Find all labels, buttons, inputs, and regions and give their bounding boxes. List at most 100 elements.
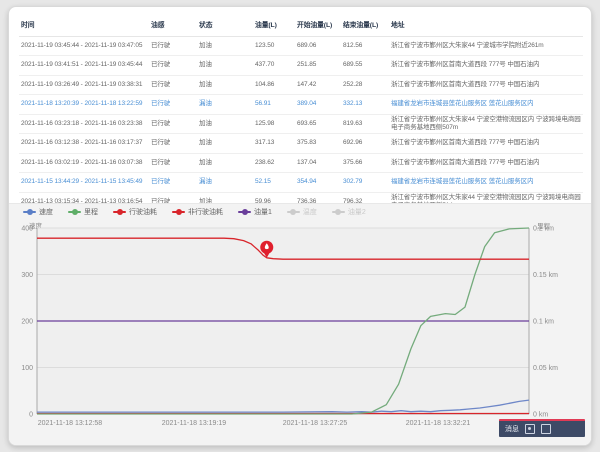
legend-item-油量2[interactable]: 油量2 — [331, 207, 366, 217]
end-cell: 689.55 — [343, 61, 363, 69]
legend-marker-icon — [68, 209, 81, 216]
fuel-cell: 59.96 — [255, 197, 271, 205]
sensor-cell: 已行驶 — [151, 119, 171, 127]
fuel-cell: 52.15 — [255, 178, 271, 186]
table-row[interactable]: 2021-11-16 03:12:38 - 2021-11-16 03:17:3… — [19, 134, 583, 154]
time-cell: 2021-11-19 03:45:44 - 2021-11-19 03:47:0… — [21, 41, 143, 49]
legend-marker-icon — [172, 209, 185, 216]
legend-label: 行驶油耗 — [129, 209, 157, 216]
start-cell: 689.06 — [297, 41, 317, 49]
status-cell: 加油 — [199, 197, 212, 205]
message-widget-label: 消息 — [505, 426, 519, 433]
right-axis-tick: 0.05 km — [533, 365, 558, 372]
legend-label: 里程 — [84, 209, 98, 216]
address-cell: 浙江省宁波市鄞州区首南大道西段 777号 中国石油内 — [391, 80, 540, 88]
status-cell: 加油 — [199, 61, 212, 69]
header-start: 开始油量(L) — [297, 22, 333, 30]
fuel-cell: 56.91 — [255, 100, 271, 108]
status-cell: 加油 — [199, 119, 212, 127]
sensor-cell: 已行驶 — [151, 61, 171, 69]
message-widget[interactable]: 消息 — [499, 419, 585, 437]
legend-label: 油量1 — [254, 209, 272, 216]
legend-item-油量1[interactable]: 油量1 — [238, 207, 272, 217]
fuel-cell: 317.13 — [255, 139, 275, 147]
x-axis-label: 2021-11-18 13:19:19 — [162, 420, 227, 427]
window-icon[interactable] — [541, 424, 551, 434]
fuel-cell: 125.98 — [255, 119, 275, 127]
table-row[interactable]: 2021-11-18 13:20:39 - 2021-11-18 13:22:5… — [19, 95, 583, 115]
droplet-icon — [264, 243, 269, 250]
status-cell: 加油 — [199, 80, 212, 88]
start-cell: 354.94 — [297, 178, 317, 186]
start-cell: 137.04 — [297, 158, 317, 166]
status-cell: 漏油 — [199, 100, 212, 108]
table-row[interactable]: 2021-11-19 03:45:44 - 2021-11-19 03:47:0… — [19, 37, 583, 56]
fuel-cell: 437.70 — [255, 61, 275, 69]
address-cell: 浙江省宁波市鄞州区首南大道西段 777号 中国石油内 — [391, 61, 540, 69]
time-cell: 2021-11-16 03:02:19 - 2021-11-16 03:07:3… — [21, 158, 143, 166]
address-cell: 浙江省宁波市鄞州区首南大道西段 777号 中国石油内 — [391, 158, 540, 166]
right-axis-tick: 0.2 km — [533, 226, 554, 233]
start-cell: 375.83 — [297, 139, 317, 147]
fuel-cell: 238.62 — [255, 158, 275, 166]
sensor-cell: 已行驶 — [151, 139, 171, 147]
start-cell: 389.04 — [297, 100, 317, 108]
series-line-速度[interactable] — [37, 399, 530, 413]
right-axis-tick: 0.15 km — [533, 272, 558, 279]
fuel-event-table: 时间 油感 状态 油量(L) 开始油量(L) 结束油量(L) 地址 2021-11-19 0… — [19, 17, 583, 212]
right-axis-title: 里程 — [537, 223, 550, 230]
sensor-cell: 已行驶 — [151, 100, 171, 108]
chart-legend: 速度 里程 行驶油耗 非行驶油耗 油量1 温度 油量2 — [23, 207, 366, 217]
status-cell: 漏油 — [199, 178, 212, 186]
time-cell: 2021-11-18 13:20:39 - 2021-11-18 13:22:5… — [21, 100, 143, 108]
start-cell: 147.42 — [297, 80, 317, 88]
series-line-行驶油耗[interactable] — [37, 237, 529, 260]
legend-label: 温度 — [302, 209, 317, 216]
sensor-cell: 已行驶 — [151, 197, 171, 205]
table-row[interactable]: 2021-11-16 03:02:19 - 2021-11-16 03:07:3… — [19, 154, 583, 173]
legend-item-非行驶油耗[interactable]: 非行驶油耗 — [172, 207, 223, 217]
legend-item-速度[interactable]: 速度 — [23, 207, 53, 217]
legend-label: 速度 — [39, 209, 53, 216]
start-cell: 736.36 — [297, 197, 317, 205]
table-row[interactable]: 2021-11-15 13:44:29 - 2021-11-15 13:45:4… — [19, 173, 583, 193]
legend-item-温度[interactable]: 温度 — [286, 207, 317, 217]
sensor-cell: 已行驶 — [151, 158, 171, 166]
right-axis-tick: 0 km — [533, 412, 548, 419]
left-axis-tick: 100 — [21, 365, 33, 372]
fuel-cell: 104.86 — [255, 80, 275, 88]
address-cell: 浙江省宁波市鄞州区首南大道西段 777号 中国石油内 — [391, 139, 540, 147]
end-cell: 332.13 — [343, 100, 363, 108]
address-cell: 福建省龙岩市连城县莲花山服务区 莲花山服务区内 — [391, 178, 534, 186]
address-cell: 福建省龙岩市连城县莲花山服务区 莲花山服务区内 — [391, 100, 534, 108]
left-axis-tick: 300 — [21, 272, 33, 279]
left-axis-tick: 0 — [29, 412, 33, 419]
table-header: 时间 油感 状态 油量(L) 开始油量(L) 结束油量(L) 地址 — [19, 17, 583, 37]
report-panel: 时间 油感 状态 油量(L) 开始油量(L) 结束油量(L) 地址 2021-11-19 0… — [8, 6, 592, 446]
legend-marker-icon — [113, 209, 126, 216]
legend-item-里程[interactable]: 里程 — [68, 207, 98, 217]
header-end: 结束油量(L) — [343, 22, 379, 30]
chart-svg[interactable]: 400 0.2 km 300 0.15 km 200 0.1 km 100 0.05 km 0 0… — [17, 213, 583, 441]
table-row[interactable]: 2021-11-19 03:41:51 - 2021-11-19 03:45:4… — [19, 56, 583, 76]
legend-marker-icon — [331, 209, 345, 216]
address-cell: 浙江省宁波市鄞州区大朱家44 宁波空港物流园区内 宁波跨境电商园电子商务基地西侧… — [391, 115, 581, 131]
end-cell: 692.96 — [343, 139, 363, 147]
status-cell: 加油 — [199, 139, 212, 147]
header-status: 状态 — [199, 22, 213, 30]
end-cell: 375.66 — [343, 158, 363, 166]
series-line-里程[interactable] — [37, 227, 530, 415]
x-axis-label: 2021-11-18 13:32:21 — [406, 420, 471, 427]
notification-icon[interactable] — [525, 424, 535, 434]
start-cell: 693.65 — [297, 119, 317, 127]
address-cell: 浙江省宁波市鄞州区大朱家44 宁波城市学院附近261m — [391, 41, 544, 49]
legend-item-行驶油耗[interactable]: 行驶油耗 — [113, 207, 157, 217]
header-time: 时间 — [21, 22, 35, 30]
status-cell: 加油 — [199, 41, 212, 49]
left-axis-tick: 400 — [21, 226, 33, 233]
table-row[interactable]: 2021-11-19 03:26:49 - 2021-11-19 03:38:3… — [19, 76, 583, 95]
sensor-cell: 已行驶 — [151, 41, 171, 49]
table-row[interactable]: 2021-11-16 03:23:18 - 2021-11-16 03:23:3… — [19, 115, 583, 134]
end-cell: 796.32 — [343, 197, 363, 205]
header-fuel: 油量(L) — [255, 22, 277, 30]
